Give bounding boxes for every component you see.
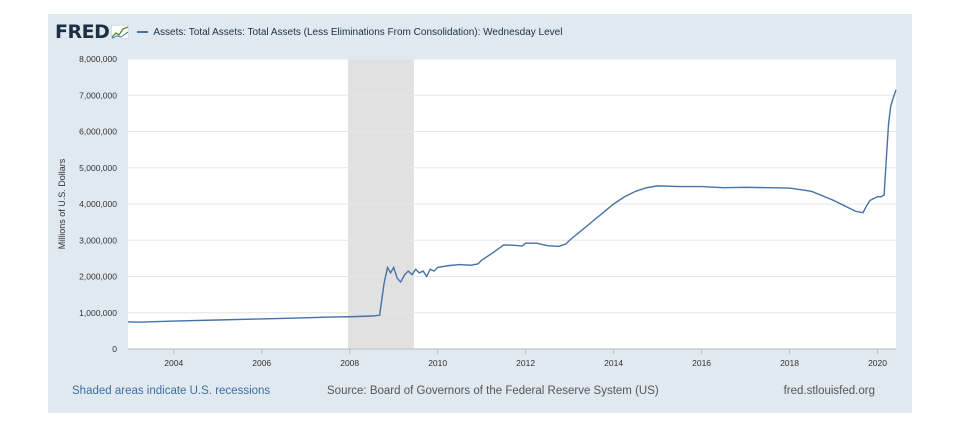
source-text: Source: Board of Governors of the Federa… bbox=[327, 385, 659, 397]
x-tick-label: 2014 bbox=[604, 358, 623, 368]
x-tick-label: 2006 bbox=[252, 358, 271, 368]
y-tick-label: 7,000,000 bbox=[79, 90, 117, 100]
x-tick-label: 2012 bbox=[516, 358, 535, 368]
chart-legend: Assets: Total Assets: Total Assets (Less… bbox=[137, 27, 562, 38]
y-tick-label: 5,000,000 bbox=[79, 163, 117, 173]
y-tick-label: 4,000,000 bbox=[79, 199, 117, 209]
x-tick-label: 2008 bbox=[340, 358, 359, 368]
y-tick-label: 0 bbox=[112, 344, 117, 354]
fred-logo[interactable]: FRED bbox=[55, 21, 130, 43]
legend-series-title: Assets: Total Assets: Total Assets (Less… bbox=[153, 26, 563, 38]
site-link[interactable]: fred.stlouisfed.org bbox=[783, 385, 875, 397]
series-line bbox=[127, 89, 897, 323]
legend-line-swatch bbox=[137, 31, 149, 33]
recession-note: Shaded areas indicate U.S. recessions bbox=[72, 385, 271, 397]
x-tick-label: 2004 bbox=[164, 358, 183, 368]
fred-graph-icon bbox=[111, 25, 130, 39]
y-tick-label: 2,000,000 bbox=[79, 272, 117, 282]
line-chart: 0 1,000,000 2,000,000 3,000,000 4,000,000 5,0… bbox=[57, 54, 897, 368]
x-tick-label: 2018 bbox=[780, 358, 799, 368]
x-tick-label: 2010 bbox=[428, 358, 447, 368]
chart-frame: 0 1,000,000 2,000,000 3,000,000 4,000,000 5,0… bbox=[48, 14, 912, 413]
chart-header: FRED Assets: Total Assets: Total Assets … bbox=[55, 21, 562, 43]
y-tick-label: 6,000,000 bbox=[79, 127, 117, 137]
fred-logo-text: FRED bbox=[55, 21, 110, 43]
y-tick-label: 1,000,000 bbox=[79, 308, 117, 318]
y-axis-label: Millions of U.S. Dollars bbox=[57, 158, 67, 249]
y-tick-label: 8,000,000 bbox=[79, 54, 117, 64]
x-tick-label: 2016 bbox=[692, 358, 711, 368]
x-tick-label: 2020 bbox=[868, 358, 887, 368]
y-tick-label: 3,000,000 bbox=[79, 235, 117, 245]
